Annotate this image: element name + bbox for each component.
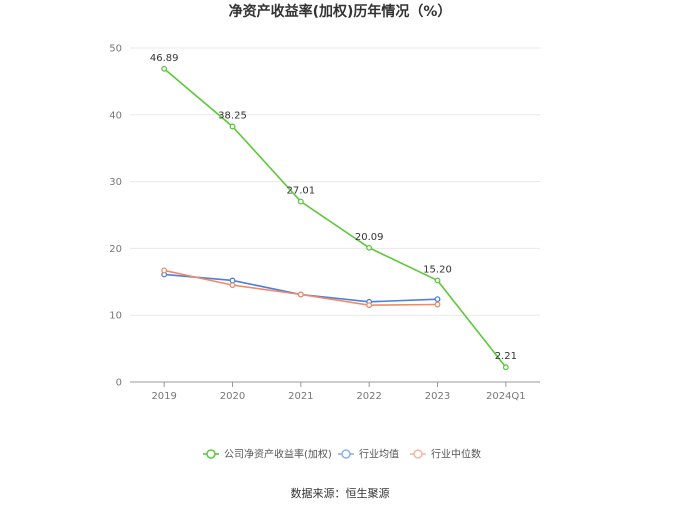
legend-item-2[interactable]: 行业中位数 xyxy=(410,448,481,461)
x-tick-label: 2021 xyxy=(288,391,313,402)
x-tick-label: 2022 xyxy=(356,391,381,402)
series: 46.89 38.25 27.01 20.09 15.20 2.21 xyxy=(150,53,517,371)
legend-item-0[interactable]: 公司净资产收益率(加权) xyxy=(203,448,332,461)
x-tick-label: 2019 xyxy=(151,391,176,402)
series-line xyxy=(163,269,438,306)
y-tick-label: 40 xyxy=(109,110,122,121)
y-tick-label: 0 xyxy=(116,378,122,389)
series-1 xyxy=(161,271,441,305)
x-tick-label: 2024Q1 xyxy=(486,391,526,402)
y-tick-label: 20 xyxy=(109,244,122,255)
axes: 0 10 20 30 40 50 2019 2020 2021 2022 2023 2024Q1 xyxy=(109,44,540,402)
source-note: 数据来源：恒生聚源 xyxy=(291,486,390,500)
x-tick-label: 2020 xyxy=(220,391,245,402)
data-point[interactable] xyxy=(434,301,441,308)
data-point[interactable] xyxy=(366,244,373,251)
chart-title: 净资产收益率(加权)历年情况（%） xyxy=(229,3,452,20)
data-point[interactable] xyxy=(161,65,168,72)
data-label: 20.09 xyxy=(355,232,384,243)
y-tick-label: 30 xyxy=(109,177,122,188)
series-line xyxy=(163,68,507,368)
data-point[interactable] xyxy=(434,296,441,303)
data-point[interactable] xyxy=(502,364,509,371)
legend[interactable]: 公司净资产收益率(加权) 行业均值 行业中位数 xyxy=(203,448,481,461)
grid xyxy=(130,47,540,316)
data-point[interactable] xyxy=(434,277,441,284)
legend-marker-icon xyxy=(413,449,423,459)
data-label: 46.89 xyxy=(150,53,179,64)
series-2 xyxy=(161,267,441,309)
data-label: 15.20 xyxy=(423,264,452,275)
legend-label: 行业均值 xyxy=(359,448,399,461)
legend-label: 公司净资产收益率(加权) xyxy=(224,448,332,461)
legend-item-1[interactable]: 行业均值 xyxy=(338,448,399,461)
data-point[interactable] xyxy=(161,267,168,274)
y-tick-label: 50 xyxy=(109,44,122,55)
series-0: 46.89 38.25 27.01 20.09 15.20 2.21 xyxy=(150,53,517,371)
legend-marker-icon xyxy=(206,449,216,459)
legend-marker-icon xyxy=(341,449,351,459)
data-point[interactable] xyxy=(366,302,373,309)
legend-label: 行业中位数 xyxy=(431,448,481,461)
y-tick-label: 10 xyxy=(109,311,122,322)
x-tick-label: 2023 xyxy=(425,391,450,402)
data-label: 38.25 xyxy=(218,110,247,121)
data-point[interactable] xyxy=(297,291,304,298)
data-label: 27.01 xyxy=(287,186,316,197)
data-point[interactable] xyxy=(229,277,236,284)
data-point[interactable] xyxy=(297,198,304,205)
data-point[interactable] xyxy=(229,123,236,130)
data-point[interactable] xyxy=(229,282,236,289)
data-label: 2.21 xyxy=(495,351,517,362)
